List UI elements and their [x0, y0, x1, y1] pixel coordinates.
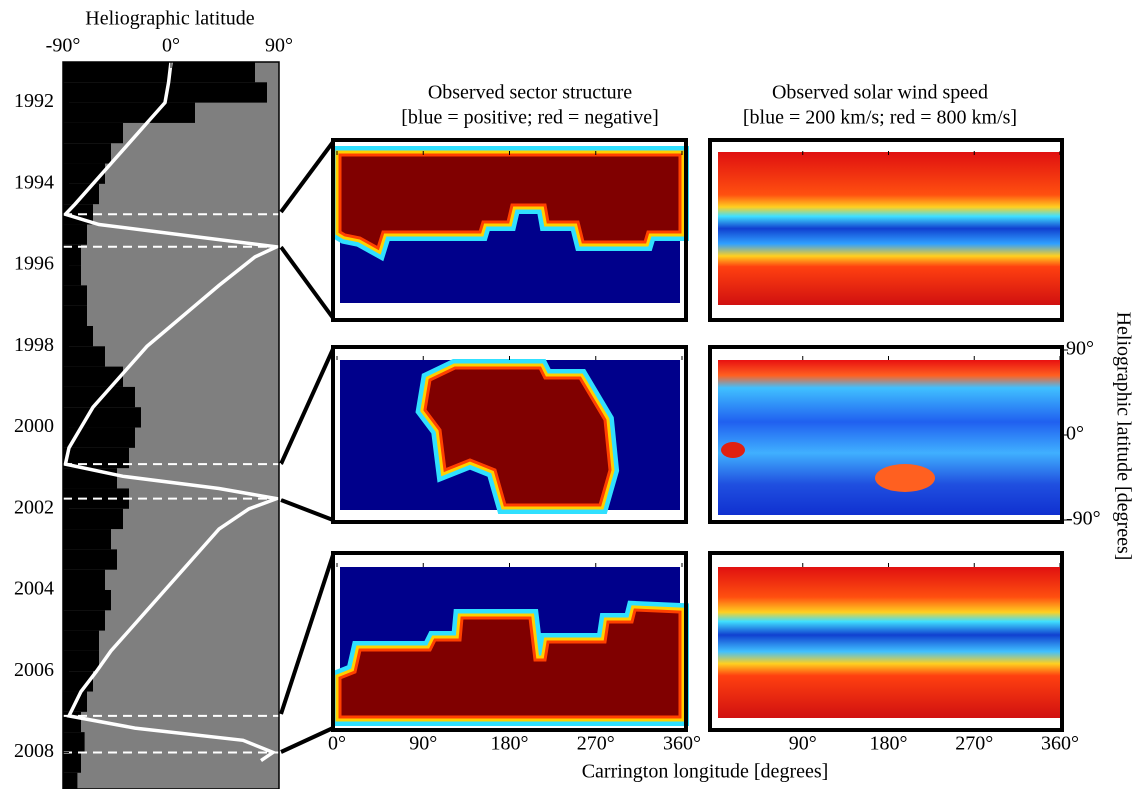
wind-map [718, 567, 1060, 718]
wind-map [718, 152, 1060, 305]
column-title: Observed solar wind speed [772, 82, 988, 104]
bar [63, 82, 267, 103]
panel-axes: 0° 90° 180° 270° 360° 90° 180° 270° 360° 90° 0° -90… [328, 151, 1101, 755]
bar [63, 630, 99, 651]
x-axis-label: Carrington longitude [degrees] [582, 761, 829, 783]
bar [63, 508, 123, 530]
x-tick-label: 90° [409, 733, 437, 755]
bar [63, 102, 195, 123]
bar [63, 143, 111, 164]
wind-fast-patch [721, 442, 745, 458]
column-title: Observed sector structure [428, 82, 632, 104]
bar [63, 386, 135, 408]
x-tick-label: 90° [789, 733, 817, 755]
y-tick-label: 2006 [14, 659, 54, 681]
bar [63, 244, 81, 266]
bar [63, 468, 117, 489]
bar [63, 265, 81, 286]
y-tick-label: 1996 [14, 253, 54, 275]
bar [63, 447, 129, 469]
bar [63, 650, 99, 672]
zoom-connectors [279, 140, 335, 754]
bar [63, 285, 87, 306]
y-tick-label: 2000 [14, 415, 54, 437]
bar [63, 427, 135, 448]
bar [63, 407, 141, 428]
bar [63, 589, 111, 611]
y-tick-label: 1994 [14, 171, 54, 193]
y-tick-label: -90° [1066, 508, 1101, 530]
bar [63, 305, 87, 326]
y-tick-label: 1998 [14, 334, 54, 356]
latitude-line [62, 61, 284, 763]
bar [63, 529, 111, 550]
x-tick-label: 180° [870, 733, 908, 755]
wind-fast-patch [875, 464, 935, 492]
profile-plot: -90° 0° 90° 1992 1994 1996 1998 2000 2002 2004 200… [14, 35, 293, 790]
x-tick-label: 180° [491, 733, 529, 755]
x-tick-label: 90° [265, 35, 293, 57]
bar [63, 122, 123, 144]
x-tick-label: 270° [577, 733, 615, 755]
profile-title: Heliographic latitude [85, 8, 255, 30]
bar [63, 224, 87, 245]
x-tick-label: 360° [1041, 733, 1079, 755]
bar [63, 610, 105, 631]
x-tick-label: 270° [955, 733, 993, 755]
bar [63, 183, 99, 205]
x-tick-label: -90° [46, 35, 81, 57]
column-subtitle: [blue = positive; red = negative] [401, 107, 658, 129]
y-tick-label: 0° [1066, 423, 1084, 445]
bar [63, 569, 105, 590]
bar [63, 346, 105, 367]
x-tick-label: 0° [328, 733, 346, 755]
bar [63, 366, 123, 387]
bar [63, 549, 117, 570]
map-panels [279, 138, 1064, 754]
bar [63, 62, 255, 83]
bar [63, 772, 78, 789]
x-tick-label: 0° [162, 35, 180, 57]
column-subtitle: [blue = 200 km/s; red = 800 km/s] [743, 107, 1017, 129]
y-tick-label: 2002 [14, 496, 54, 518]
bar [63, 732, 85, 753]
wind-map [718, 360, 1060, 515]
bar [63, 163, 105, 184]
y-axis-label: Heliographic latitude [degrees] [1112, 312, 1134, 561]
bar [63, 752, 81, 773]
x-tick-label: 360° [663, 733, 701, 755]
y-tick-label: 1992 [14, 90, 54, 112]
y-tick-label: 2008 [14, 740, 54, 762]
y-tick-label: 90° [1066, 338, 1094, 360]
bar [63, 325, 93, 347]
y-tick-label: 2004 [14, 578, 54, 600]
